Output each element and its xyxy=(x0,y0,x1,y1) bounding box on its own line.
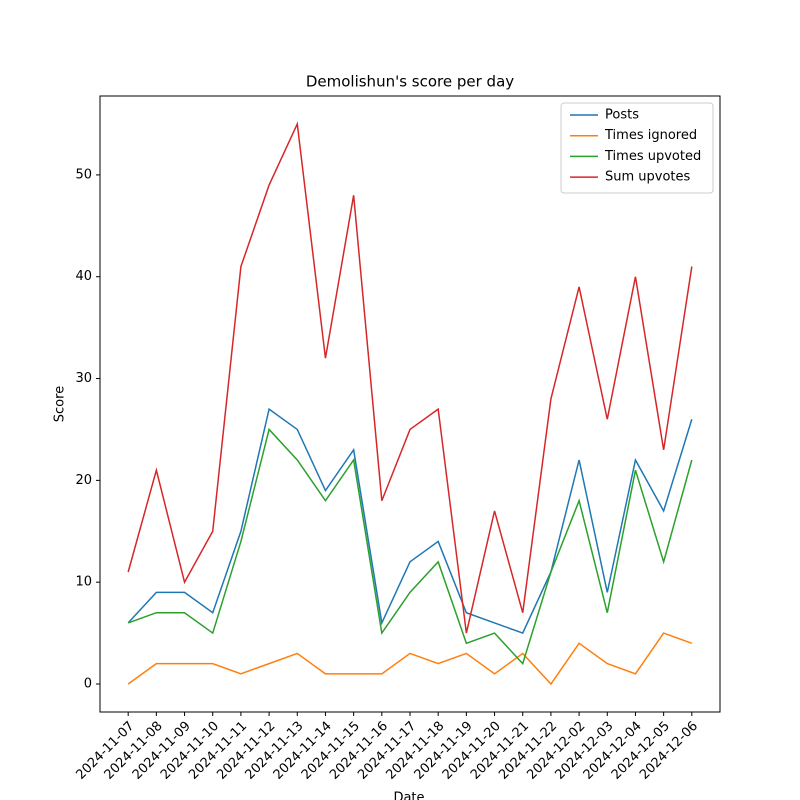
legend-label: Times ignored xyxy=(604,128,697,143)
chart-title: Demolishun's score per day xyxy=(306,73,514,91)
series-line xyxy=(127,427,693,666)
series-line xyxy=(127,407,693,635)
y-tick-label: 30 xyxy=(75,371,92,386)
series-line xyxy=(127,632,693,686)
legend-label: Sum upvotes xyxy=(605,170,691,185)
legend-box xyxy=(560,102,714,194)
y-tick-label: 10 xyxy=(75,575,92,590)
y-tick-label: 50 xyxy=(75,167,92,182)
y-tick-label: 0 xyxy=(84,677,92,692)
y-axis-label: Score xyxy=(53,386,68,422)
series-line xyxy=(127,121,693,634)
legend-label: Times upvoted xyxy=(604,149,701,164)
y-tick-label: 40 xyxy=(75,269,92,284)
y-tick-label: 20 xyxy=(75,473,92,488)
legend-label: Posts xyxy=(605,108,639,123)
x-axis-label: Date xyxy=(393,791,424,800)
